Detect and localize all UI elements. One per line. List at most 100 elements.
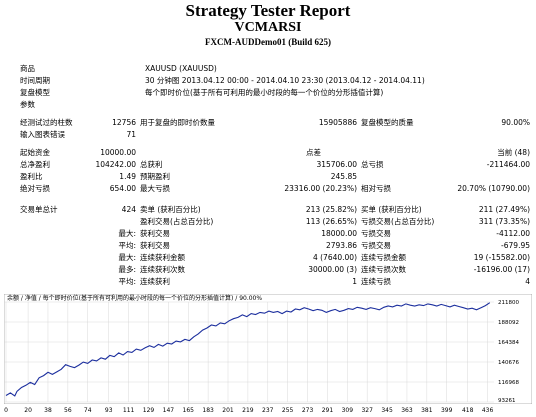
x-tick-label: 291	[322, 407, 334, 414]
cons-profit-label: 连续获利次数	[140, 265, 185, 274]
average-label: 平均:	[118, 241, 136, 250]
largest-win-label: 获利交易	[140, 229, 170, 238]
maximum-label: 最大:	[118, 253, 136, 262]
largest-win-value: 18000.00	[321, 229, 357, 238]
max-drawdown-label: 最大亏损	[140, 184, 170, 193]
quality-value: 90.00%	[501, 118, 530, 127]
gross-loss-label: 总亏损	[361, 160, 384, 169]
profit-factor-value: 1.49	[119, 172, 136, 181]
x-tick-label: 327	[361, 407, 373, 414]
x-tick-label: 418	[462, 407, 474, 414]
chart-legend: 余额 / 净值 / 每个即时价位(基于所有可利用的最小时段的每一个价位的分形插值…	[7, 294, 262, 302]
y-axis: 211800 188092 164384 140676 116968 93261	[498, 300, 519, 404]
x-tick-label: 38	[44, 407, 52, 414]
net-profit-label: 总净盈利	[20, 160, 50, 169]
chart-frame	[4, 294, 532, 404]
symbol-value: XAUUSD (XAUUSD)	[145, 64, 217, 73]
rel-drawdown-label: 相对亏损	[361, 184, 391, 193]
expert-name: VCMARSI	[234, 20, 302, 35]
avg-cons-loss-value: 4	[525, 277, 530, 286]
x-tick-label: 309	[342, 407, 354, 414]
x-tick-label: 237	[262, 407, 274, 414]
gross-profit-value: 315706.00	[316, 160, 357, 169]
y-tick-label: 140676	[498, 360, 519, 366]
cons-loss-label: 连续亏损次数	[361, 265, 406, 274]
total-trades-value: 424	[121, 205, 136, 214]
largest-label: 最大:	[118, 229, 136, 238]
largest-loss-label: 亏损交易	[361, 229, 391, 238]
x-tick-label: 165	[183, 407, 195, 414]
balance-line	[5, 302, 491, 397]
balance-chart: 余额 / 净值 / 每个即时价位(基于所有可利用的最小时段的每一个价位的分形插值…	[4, 294, 532, 404]
x-tick-label: 93	[105, 407, 113, 414]
cons-wins-label: 连续获利金额	[140, 253, 185, 262]
rel-drawdown-value: 20.70% (10790.00)	[457, 184, 530, 193]
x-tick-label: 363	[401, 407, 413, 414]
x-tick-label: 436	[482, 407, 494, 414]
avg-win-value: 2793.86	[325, 241, 357, 250]
spread-label: 点差	[306, 148, 321, 157]
abs-drawdown-value: 654.00	[109, 184, 136, 193]
period-label: 时间周期	[20, 76, 50, 85]
y-tick-label: 188092	[498, 320, 519, 326]
quality-label: 复盘模型的质量	[361, 118, 414, 127]
y-tick-label: 211800	[498, 300, 519, 306]
server-name: FXCM-AUDDemo01 (Build 625)	[205, 37, 331, 47]
y-tick-label: 116968	[498, 380, 519, 386]
x-tick-label: 147	[163, 407, 175, 414]
expected-payoff-value: 245.85	[330, 172, 357, 181]
report-title: Strategy Tester Report	[185, 1, 351, 20]
symbol-label: 商品	[20, 64, 35, 73]
avg-loss-label: 亏损交易	[361, 241, 391, 250]
net-profit-value: 104242.00	[95, 160, 136, 169]
ticks-value: 15905886	[318, 118, 357, 127]
long-value: 211 (27.49%)	[478, 205, 530, 214]
x-tick-label: 20	[24, 407, 32, 414]
period-value: 30 分钟图 2013.04.12 00:00 - 2014.04.10 23:…	[145, 76, 425, 85]
loss-trades-label: 亏损交易(占总百分比)	[361, 217, 435, 226]
x-tick-label: 381	[421, 407, 433, 414]
y-tick-label: 164384	[498, 340, 519, 346]
profit-factor-label: 盈利比	[20, 172, 43, 181]
win-trades-label: 盈利交易(占总百分比)	[140, 217, 214, 226]
cons-losses-value: 19 (-15582.00)	[473, 253, 530, 262]
long-label: 买单 (获利百分比)	[361, 205, 422, 214]
x-tick-label: 129	[143, 407, 155, 414]
x-tick-label: 219	[242, 407, 254, 414]
cons-profit-value: 30000.00 (3)	[308, 265, 357, 274]
x-tick-label: 345	[381, 407, 393, 414]
cons-wins-value: 4 (7640.00)	[312, 253, 357, 262]
model-label: 复盘模型	[20, 88, 50, 97]
mismatch-label: 输入图表错误	[20, 130, 65, 139]
y-tick-label: 93261	[498, 398, 516, 404]
x-axis: 0 20 38 56 74 93 111 129 147 165 183 201 219 237 255 27…	[4, 407, 494, 414]
x-tick-label: 255	[282, 407, 294, 414]
total-trades-label: 交易单总计	[20, 205, 58, 214]
x-tick-label: 0	[4, 407, 8, 414]
abs-drawdown-label: 绝对亏损	[20, 184, 50, 193]
max-drawdown-value: 23316.00 (20.23%)	[284, 184, 357, 193]
x-tick-label: 201	[222, 407, 234, 414]
x-tick-label: 111	[123, 407, 135, 414]
spread-value: 当前 (48)	[497, 148, 530, 157]
expected-payoff-label: 预期盈利	[140, 172, 170, 181]
bars-value: 12756	[112, 118, 136, 127]
maximal-label: 最多:	[118, 265, 136, 274]
win-trades-value: 113 (26.65%)	[305, 217, 357, 226]
x-tick-label: 74	[84, 407, 92, 414]
largest-loss-value: -4112.00	[496, 229, 530, 238]
chart-grid	[4, 301, 494, 403]
gross-profit-label: 总获利	[140, 160, 163, 169]
x-tick-label: 56	[64, 407, 72, 414]
deposit-value: 10000.00	[100, 148, 136, 157]
model-value: 每个即时价位(基于所有可利用的最小时段的每一个价位的分形插值计算)	[145, 88, 384, 97]
cons-losses-label: 连续亏损金额	[361, 253, 406, 262]
loss-trades-value: 311 (73.35%)	[478, 217, 530, 226]
avg-cons-win-label: 连续获利	[140, 277, 170, 286]
average2-label: 平均:	[118, 277, 136, 286]
mismatch-value: 71	[126, 130, 136, 139]
short-value: 213 (25.82%)	[305, 205, 357, 214]
bars-label: 经测试过的柱数	[20, 118, 73, 127]
avg-loss-value: -679.95	[501, 241, 530, 250]
parameters-label: 参数	[20, 100, 35, 109]
